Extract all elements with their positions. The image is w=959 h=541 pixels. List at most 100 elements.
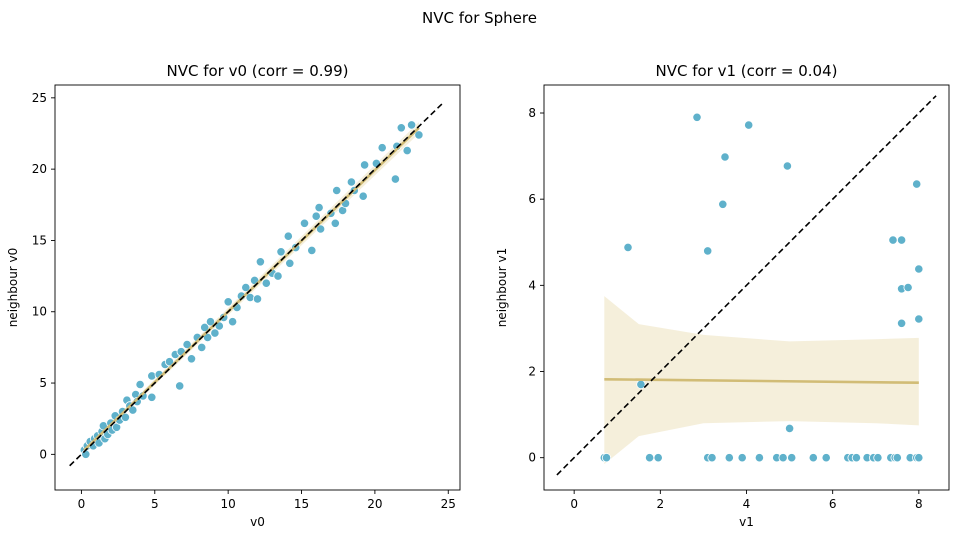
data-point [135, 379, 145, 390]
data-point [255, 257, 265, 267]
data-point [821, 453, 831, 463]
data-point [851, 453, 862, 463]
y-tick-label: 20 [32, 162, 47, 176]
data-point [307, 245, 317, 255]
data-point [402, 146, 412, 156]
x-tick-label: 0 [78, 497, 86, 511]
data-point [737, 453, 747, 463]
x-tick-label: 8 [915, 497, 923, 511]
data-point [164, 357, 175, 367]
data-point [914, 453, 924, 463]
data-point [912, 179, 922, 189]
data-point [406, 120, 417, 130]
data-point [332, 185, 342, 196]
data-point [414, 130, 424, 140]
data-point [888, 235, 898, 245]
x-tick-label: 5 [151, 497, 159, 511]
data-point [754, 453, 765, 463]
identity-line [69, 101, 445, 467]
data-point [273, 271, 283, 281]
data-point [223, 297, 233, 307]
data-point [390, 174, 400, 184]
data-point [228, 317, 238, 327]
chart-panel-v1: 0 2 4 6 8 0 2 4 6 8 NVC for v1 (corr = 0.04) v1 neig… [495, 62, 950, 529]
data-point [782, 161, 793, 171]
data-point [377, 143, 387, 153]
data-point [359, 160, 370, 170]
data-point [784, 423, 795, 433]
data-point [724, 453, 734, 463]
x-tick-label: 0 [570, 497, 578, 511]
data-point [147, 371, 157, 381]
y-tick-label: 6 [528, 192, 536, 206]
x-tick-label: 4 [743, 497, 751, 511]
data-point [81, 449, 91, 459]
data-point [330, 218, 340, 228]
data-point [396, 123, 406, 133]
data-point [778, 453, 788, 463]
data-point [241, 282, 251, 293]
data-point [892, 453, 902, 463]
data-point [175, 381, 185, 391]
x-axis-label: v1 [739, 515, 754, 529]
data-point [203, 332, 213, 342]
data-point [707, 453, 717, 463]
x-tick-label: 25 [441, 497, 456, 511]
data-point [210, 328, 220, 338]
x-axis-label: v0 [250, 515, 265, 529]
data-point [186, 354, 197, 364]
data-point [896, 318, 907, 328]
chart-title: NVC for v0 (corr = 0.99) [166, 62, 348, 80]
data-point [787, 453, 797, 463]
chart-panel-v0: 0 5 10 15 20 25 0 5 10 15 20 25 NVC for v0 (corr = 0… [6, 62, 461, 529]
x-tick-label: 15 [294, 497, 309, 511]
data-point [718, 199, 728, 209]
x-tick-label: 20 [367, 497, 382, 511]
y-tick-label: 4 [528, 278, 536, 292]
data-point [896, 235, 907, 245]
y-tick-label: 2 [528, 365, 536, 379]
data-point [692, 112, 702, 122]
data-point [285, 258, 295, 268]
data-point [720, 152, 730, 162]
y-axis-label: neighbour v0 [6, 248, 20, 328]
chart-title: NVC for v1 (corr = 0.04) [655, 62, 837, 80]
figure-suptitle: NVC for Sphere [422, 9, 537, 27]
data-point [197, 342, 207, 352]
data-point [653, 453, 663, 463]
data-point [311, 211, 321, 221]
y-axis-label: neighbour v1 [495, 248, 509, 328]
data-point [182, 339, 192, 350]
regression-line [604, 377, 919, 385]
data-point [252, 294, 263, 304]
data-point [914, 314, 924, 324]
x-tick-label: 2 [657, 497, 665, 511]
y-tick-label: 8 [528, 106, 536, 120]
data-point [299, 218, 310, 228]
axes-frame [54, 84, 461, 491]
data-point [808, 453, 818, 463]
data-point [346, 177, 356, 187]
y-tick-label: 0 [528, 451, 536, 465]
data-point [601, 453, 612, 463]
y-tick-label: 25 [32, 91, 47, 105]
y-tick-label: 5 [39, 376, 47, 390]
y-tick-label: 10 [32, 305, 47, 319]
data-point [276, 247, 286, 257]
data-point [623, 242, 633, 252]
data-point [128, 405, 138, 415]
y-tick-label: 0 [39, 447, 47, 461]
data-point [147, 392, 157, 402]
y-tick-label: 15 [32, 233, 47, 247]
data-point [873, 453, 883, 463]
data-point [644, 453, 655, 463]
data-point [200, 322, 210, 332]
data-point [744, 120, 754, 130]
data-point [914, 264, 924, 274]
data-point [703, 246, 713, 256]
data-point [205, 317, 216, 327]
data-point [120, 412, 131, 422]
identity-line [556, 95, 937, 476]
x-tick-label: 6 [829, 497, 837, 511]
